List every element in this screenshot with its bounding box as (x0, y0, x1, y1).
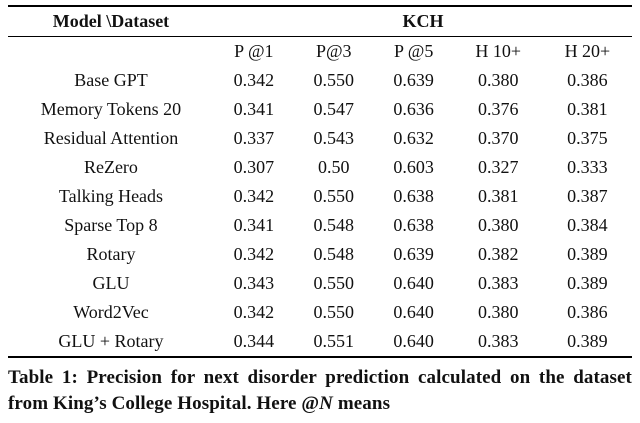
table-row: Residual Attention 0.337 0.543 0.632 0.370 0.… (8, 124, 632, 153)
model-name: Sparse Top 8 (64, 215, 158, 235)
table-row: ReZero 0.307 0.50 0.603 0.327 0.333 (8, 153, 632, 182)
metric-value: 0.337 (233, 128, 275, 148)
column-header-row: P @1 P@3 P @5 H 10+ H 20+ (8, 37, 632, 67)
column-header: P @1 (234, 41, 274, 61)
metric-value: 0.382 (477, 244, 519, 264)
metric-value: 0.341 (233, 215, 275, 235)
column-header: P @5 (393, 41, 434, 61)
model-name: Rotary (86, 244, 136, 264)
table-row: GLU + Rotary 0.344 0.551 0.640 0.383 0.389 (8, 327, 632, 357)
metric-value: 0.381 (477, 186, 519, 206)
metric-value: 0.639 (393, 70, 434, 90)
metric-value: 0.370 (477, 128, 519, 148)
metric-value: 0.343 (233, 273, 275, 293)
metric-value: 0.333 (567, 157, 608, 177)
metric-value: 0.548 (313, 215, 355, 235)
metric-value: 0.603 (393, 157, 434, 177)
metric-value: 0.342 (233, 244, 275, 264)
metric-value: 0.380 (477, 302, 519, 322)
metric-value: 0.550 (313, 70, 355, 90)
metric-value: 0.639 (393, 244, 434, 264)
dataset-group-header: KCH (213, 6, 632, 37)
metric-value: 0.547 (313, 99, 355, 119)
metric-value: 0.389 (567, 273, 608, 293)
table-row: Memory Tokens 20 0.341 0.547 0.636 0.376 0.38… (8, 95, 632, 124)
metric-value: 0.342 (233, 70, 275, 90)
metric-value: 0.550 (313, 273, 355, 293)
metric-value: 0.342 (233, 302, 275, 322)
column-header: H 20+ (564, 41, 611, 61)
model-name: Talking Heads (58, 186, 164, 206)
metric-value: 0.638 (393, 186, 434, 206)
caption-variable-n: N (319, 393, 333, 414)
metric-value: 0.380 (477, 215, 519, 235)
metric-value: 0.550 (313, 186, 355, 206)
metric-value: 0.389 (567, 244, 608, 264)
table-header-row: Model \Dataset KCH (8, 6, 632, 37)
table-row: Rotary 0.342 0.548 0.639 0.382 0.389 (8, 240, 632, 269)
metric-value: 0.640 (393, 273, 434, 293)
metric-value: 0.551 (313, 331, 355, 351)
results-table: Model \Dataset KCH P @1 P@3 P @5 H 10+ H 20+… (8, 5, 632, 358)
model-name: GLU + Rotary (58, 331, 164, 351)
metric-value: 0.307 (233, 157, 275, 177)
metric-value: 0.342 (233, 186, 275, 206)
metric-value: 0.636 (393, 99, 434, 119)
metric-value: 0.548 (313, 244, 355, 264)
metric-value: 0.386 (567, 70, 608, 90)
table-row: Talking Heads 0.342 0.550 0.638 0.381 0.387 (8, 182, 632, 211)
metric-value: 0.640 (393, 331, 434, 351)
model-name: ReZero (83, 157, 138, 177)
table-row: Sparse Top 8 0.341 0.548 0.638 0.380 0.384 (8, 211, 632, 240)
metric-value: 0.383 (477, 331, 519, 351)
model-name: Word2Vec (73, 302, 149, 322)
metric-value: 0.638 (393, 215, 434, 235)
metric-value: 0.550 (313, 302, 355, 322)
metric-value: 0.344 (233, 331, 275, 351)
metric-value: 0.387 (567, 186, 608, 206)
empty-corner-cell (8, 37, 214, 67)
metric-value: 0.327 (477, 157, 519, 177)
metric-value: 0.632 (393, 128, 434, 148)
metric-value: 0.383 (477, 273, 519, 293)
model-name: GLU (92, 273, 130, 293)
table-row: GLU 0.343 0.550 0.640 0.383 0.389 (8, 269, 632, 298)
metric-value: 0.389 (567, 331, 608, 351)
metric-value: 0.640 (393, 302, 434, 322)
corner-header: Model \Dataset (8, 6, 214, 37)
model-name: Base GPT (74, 70, 148, 90)
table-row: Word2Vec 0.342 0.550 0.640 0.380 0.386 (8, 298, 632, 327)
metric-value: 0.543 (313, 128, 355, 148)
metric-value: 0.384 (567, 215, 608, 235)
metric-value: 0.341 (233, 99, 275, 119)
model-name: Residual Attention (43, 128, 179, 148)
metric-value: 0.375 (567, 128, 608, 148)
metric-value: 0.381 (567, 99, 608, 119)
column-header: H 10+ (475, 41, 522, 61)
caption-text-after: means (333, 393, 391, 414)
caption-text-before: Table 1: Precision for next disorder pre… (8, 367, 632, 414)
table-caption: Table 1: Precision for next disorder pre… (8, 365, 632, 417)
metric-value: 0.50 (318, 157, 350, 177)
model-name: Memory Tokens 20 (40, 99, 182, 119)
metric-value: 0.380 (477, 70, 519, 90)
table-row: Base GPT 0.342 0.550 0.639 0.380 0.386 (8, 66, 632, 95)
column-header: P@3 (315, 41, 352, 61)
metric-value: 0.386 (567, 302, 608, 322)
metric-value: 0.376 (477, 99, 519, 119)
